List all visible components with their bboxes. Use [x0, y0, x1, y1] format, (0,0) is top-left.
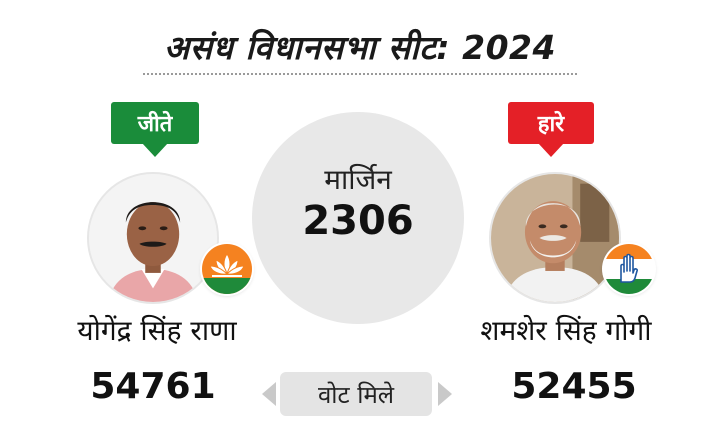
page-title: असंध विधानसभा सीट: 2024 — [164, 28, 556, 67]
loser-votes: 52455 — [511, 366, 637, 407]
margin-circle — [252, 112, 464, 324]
right-arrow-icon — [438, 382, 452, 406]
winner-portrait-icon — [89, 174, 217, 302]
loser-photo — [489, 172, 621, 304]
left-arrow-icon — [262, 382, 276, 406]
hand-party-icon — [604, 244, 654, 294]
votes-label: वोट मिले — [280, 372, 432, 416]
margin-value: 2306 — [302, 198, 414, 244]
winner-photo — [87, 172, 219, 304]
title-divider — [143, 73, 577, 75]
loser-status-badge: हारे — [508, 102, 594, 157]
winner-status-badge: जीते — [111, 102, 199, 157]
loser-name: शमशेर सिंह गोगी — [480, 314, 652, 347]
margin-label: मार्जिन — [324, 163, 392, 196]
winner-name: योगेंद्र सिंह राणा — [77, 314, 237, 347]
winner-votes: 54761 — [90, 366, 216, 407]
lotus-party-icon — [202, 244, 252, 294]
loser-portrait-icon — [491, 174, 619, 302]
